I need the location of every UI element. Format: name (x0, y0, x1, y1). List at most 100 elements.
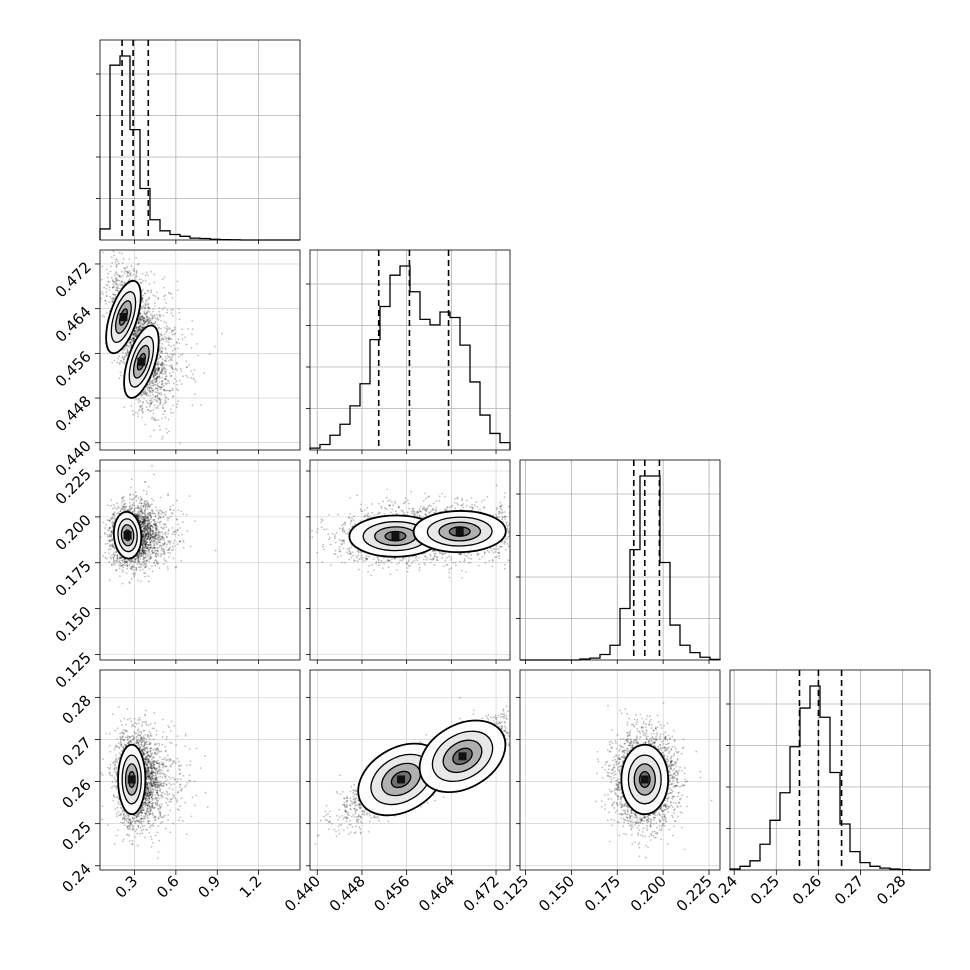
scatter-point (178, 379, 181, 382)
scatter-point (136, 512, 139, 515)
scatter-point (147, 575, 150, 578)
scatter-point (144, 303, 147, 306)
scatter-point (150, 291, 153, 294)
scatter-point (122, 566, 125, 569)
scatter-point (149, 511, 151, 514)
scatter-point (109, 535, 112, 538)
scatter-point (141, 509, 144, 512)
scatter-point (143, 540, 146, 543)
scatter-point (150, 516, 153, 519)
scatter-point (143, 503, 145, 506)
scatter-point (213, 345, 216, 348)
scatter-point (120, 508, 123, 511)
scatter-point (116, 273, 119, 276)
scatter-point (171, 329, 173, 332)
scatter-point (130, 505, 133, 508)
scatter-point (126, 564, 129, 567)
scatter-point (147, 532, 150, 534)
scatter-point (152, 379, 154, 382)
scatter-point (134, 491, 137, 494)
scatter-point (157, 534, 160, 537)
scatter-point (118, 262, 120, 265)
scatter-point (133, 332, 136, 335)
scatter-point (151, 530, 153, 533)
scatter-point (143, 392, 146, 395)
scatter-point (150, 534, 152, 537)
scatter-point (160, 546, 163, 549)
scatter-point (116, 558, 119, 561)
scatter-point (158, 368, 161, 370)
scatter-point (138, 328, 141, 331)
scatter-point (127, 279, 130, 282)
scatter-point (156, 521, 159, 523)
scatter-point (191, 328, 194, 330)
scatter-point (101, 278, 103, 281)
scatter-point (144, 533, 147, 536)
scatter-point (103, 315, 106, 318)
scatter-point (148, 547, 151, 549)
scatter-point (107, 504, 109, 507)
scatter-point (163, 320, 166, 323)
scatter-point (167, 341, 170, 344)
scatter-point (203, 372, 206, 375)
scatter-point (158, 307, 161, 310)
scatter-point (154, 524, 157, 527)
scatter-point (153, 370, 156, 373)
scatter-point (146, 320, 148, 322)
scatter-point (144, 304, 147, 307)
scatter-point (165, 510, 167, 513)
scatter-point (164, 382, 167, 385)
panel-frame (309, 249, 511, 451)
scatter-point (158, 522, 161, 525)
scatter-point (146, 386, 149, 389)
scatter-point (114, 272, 117, 275)
scatter-point (165, 545, 168, 548)
scatter-point (141, 536, 144, 539)
scatter-point (141, 561, 144, 564)
scatter-point (116, 279, 119, 282)
scatter-point (155, 399, 158, 402)
scatter-point (125, 270, 128, 273)
scatter-point (120, 556, 123, 559)
scatter-point (149, 390, 152, 393)
scatter-point (152, 542, 155, 545)
scatter-point (146, 541, 149, 543)
scatter-point (125, 353, 128, 356)
scatter-point (155, 379, 158, 382)
scatter-point (152, 310, 154, 313)
scatter-point (116, 560, 118, 563)
scatter-point (154, 317, 157, 320)
scatter-point (105, 268, 108, 271)
scatter-point (144, 531, 146, 533)
scatter-point (131, 498, 133, 501)
scatter-point (169, 542, 171, 545)
scatter-point (166, 565, 169, 568)
scatter-point (125, 561, 128, 564)
scatter-point (106, 533, 109, 536)
scatter-point (137, 329, 140, 332)
scatter-point (122, 351, 124, 354)
scatter-point (108, 520, 111, 522)
scatter-point (144, 313, 147, 316)
scatter-point (159, 428, 161, 431)
scatter-point (120, 276, 123, 279)
scatter-point (146, 525, 149, 528)
scatter-point (151, 498, 153, 500)
scatter-point (164, 377, 167, 380)
scatter-point (124, 560, 126, 563)
scatter-point (191, 404, 194, 407)
scatter-point (105, 294, 108, 297)
scatter-point (143, 532, 146, 534)
scatter-point (145, 406, 148, 409)
scatter-point (108, 527, 111, 530)
scatter-point (138, 519, 141, 522)
scatter-point (154, 552, 157, 555)
scatter-point (147, 389, 150, 392)
scatter-point (115, 282, 118, 285)
scatter-point (114, 280, 117, 283)
scatter-point (214, 549, 217, 552)
scatter-point (175, 380, 178, 383)
scatter-point (140, 497, 143, 500)
scatter-point (166, 431, 168, 434)
scatter-point (157, 366, 160, 369)
